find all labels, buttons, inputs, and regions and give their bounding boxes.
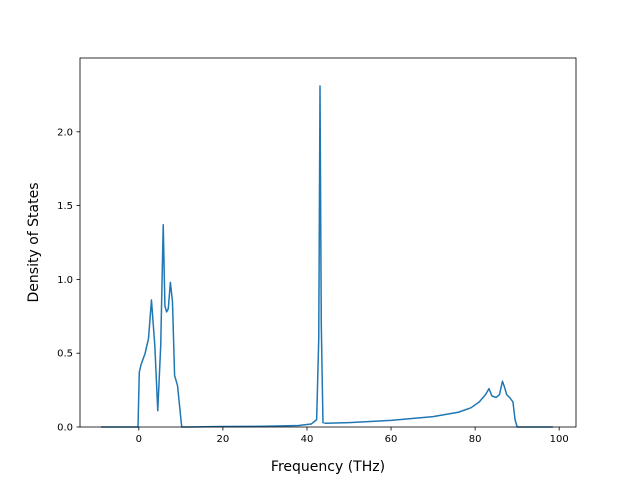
plot-area (80, 58, 576, 427)
y-tick-label: 0.5 (57, 349, 73, 360)
x-tick-label: 40 (301, 434, 314, 445)
x-tick-label: 20 (217, 434, 230, 445)
x-tick-label: 100 (550, 434, 569, 445)
x-tick-label: 0 (136, 434, 142, 445)
y-axis-ticks: 0.0 0.5 1.0 1.5 2.0 (57, 127, 80, 434)
y-tick-label: 0.0 (57, 423, 73, 434)
x-axis-label: Frequency (THz) (271, 459, 385, 475)
series-line (101, 85, 553, 428)
y-axis-label: Density of States (26, 183, 42, 303)
x-axis-ticks: 0 20 40 60 80 100 (136, 427, 569, 445)
y-tick-label: 1.5 (57, 201, 73, 212)
y-tick-label: 2.0 (57, 127, 73, 138)
x-tick-label: 80 (469, 434, 482, 445)
y-tick-label: 1.0 (57, 275, 73, 286)
x-tick-label: 60 (385, 434, 398, 445)
plot-frame (79, 57, 577, 428)
